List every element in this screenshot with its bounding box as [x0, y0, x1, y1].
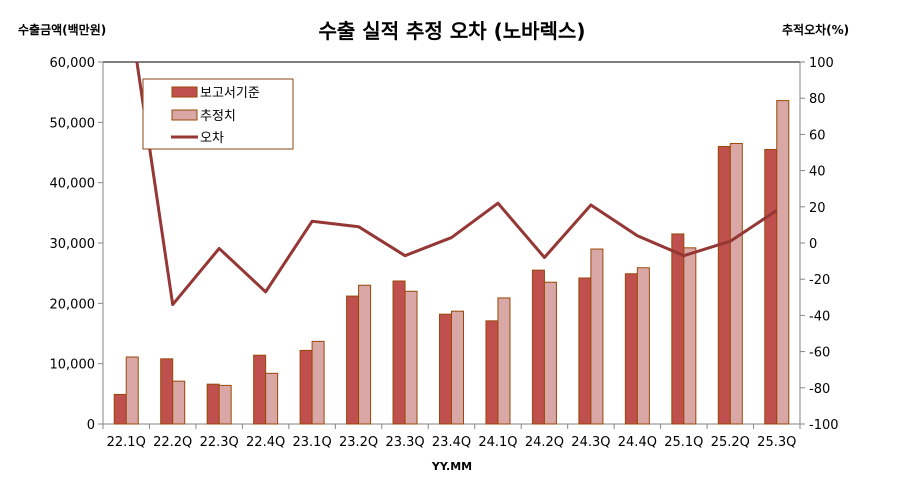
right-tick-label: -40 — [809, 309, 830, 324]
bar-estimate — [543, 281, 557, 425]
legend-label-reported: 보고서기준 — [200, 86, 260, 101]
bar-reported — [439, 313, 452, 425]
x-tick-label: 25.1Q — [664, 435, 703, 450]
bar-reported — [253, 354, 267, 425]
x-tick-label: 25.3Q — [757, 435, 796, 450]
bar-reported — [624, 273, 638, 425]
bar-estimate — [636, 267, 650, 425]
right-axis-title: 추적오차(%) — [782, 22, 849, 37]
bar-estimate — [265, 372, 279, 425]
right-tick-label: -60 — [809, 346, 830, 361]
left-tick-label: 40,000 — [50, 177, 96, 192]
bar-estimate — [311, 340, 325, 425]
left-tick-label: 20,000 — [50, 297, 96, 312]
x-tick-label: 23.3Q — [385, 435, 424, 450]
x-tick-label: 24.3Q — [571, 435, 610, 450]
x-tick-label: 23.2Q — [339, 435, 378, 450]
bar-estimate — [683, 247, 697, 425]
right-tick-label: 40 — [809, 165, 826, 180]
legend-swatch-reported — [171, 86, 198, 98]
bar-reported — [531, 269, 545, 425]
right-tick-label: 20 — [809, 201, 826, 216]
x-tick-label: 23.1Q — [293, 435, 332, 450]
bar-reported — [578, 277, 592, 425]
x-tick-label: 22.4Q — [246, 435, 285, 450]
x-tick-label: 24.2Q — [525, 435, 564, 450]
right-tick-label: 80 — [809, 92, 826, 107]
right-tick-label: -80 — [809, 382, 830, 397]
bar-estimate — [125, 356, 139, 425]
legend: 보고서기준 추정치 오차 — [142, 78, 294, 150]
left-tick-label: 50,000 — [50, 116, 96, 131]
right-tick-label: 60 — [809, 128, 826, 143]
bar-estimate — [358, 284, 372, 425]
bar-reported — [717, 145, 731, 425]
bar-estimate — [776, 100, 790, 425]
right-tick-label: -20 — [809, 273, 830, 288]
x-axis-title: YY.MM — [431, 460, 472, 473]
legend-label-error: 오차 — [200, 131, 224, 146]
bar-estimate — [590, 248, 604, 425]
x-tick-label: 22.1Q — [107, 435, 146, 450]
left-tick-label: 60,000 — [50, 56, 96, 71]
left-tick-label: 30,000 — [50, 237, 96, 252]
bar-reported — [671, 233, 685, 425]
x-tick-label: 23.4Q — [432, 435, 471, 450]
bar-reported — [160, 358, 174, 425]
error-line — [135, 62, 778, 307]
bar-estimate — [218, 384, 232, 425]
x-tick-label: 22.3Q — [200, 435, 239, 450]
bar-reported — [113, 393, 127, 425]
left-tick-label: 10,000 — [50, 358, 96, 373]
chart-title: 수출 실적 추정 오차 (노바렉스) — [319, 19, 586, 43]
bar-reported — [392, 280, 406, 425]
left-tick-label: 0 — [87, 418, 95, 433]
right-tick-label: 100 — [809, 56, 834, 71]
bar-reported — [299, 349, 313, 425]
bar-reported — [485, 320, 499, 425]
legend-swatch-estimate — [171, 109, 198, 121]
bar-estimate — [404, 290, 418, 425]
bar-estimate — [729, 142, 743, 425]
right-tick-label: -100 — [809, 418, 839, 433]
x-tick-label: 24.4Q — [618, 435, 657, 450]
x-tick-label: 24.1Q — [478, 435, 517, 450]
bar-estimate — [497, 297, 511, 425]
bar-reported — [346, 295, 360, 425]
x-tick-label: 22.2Q — [153, 435, 192, 450]
legend-label-estimate: 추정치 — [200, 109, 236, 124]
left-axis-title: 수출금액(백만원) — [18, 22, 106, 37]
x-tick-label: 25.2Q — [711, 435, 750, 450]
bar-reported — [764, 148, 778, 425]
bar-estimate — [172, 380, 186, 425]
right-tick-label: 0 — [809, 237, 817, 252]
bar-estimate — [451, 310, 464, 425]
bar-reported — [206, 383, 220, 425]
